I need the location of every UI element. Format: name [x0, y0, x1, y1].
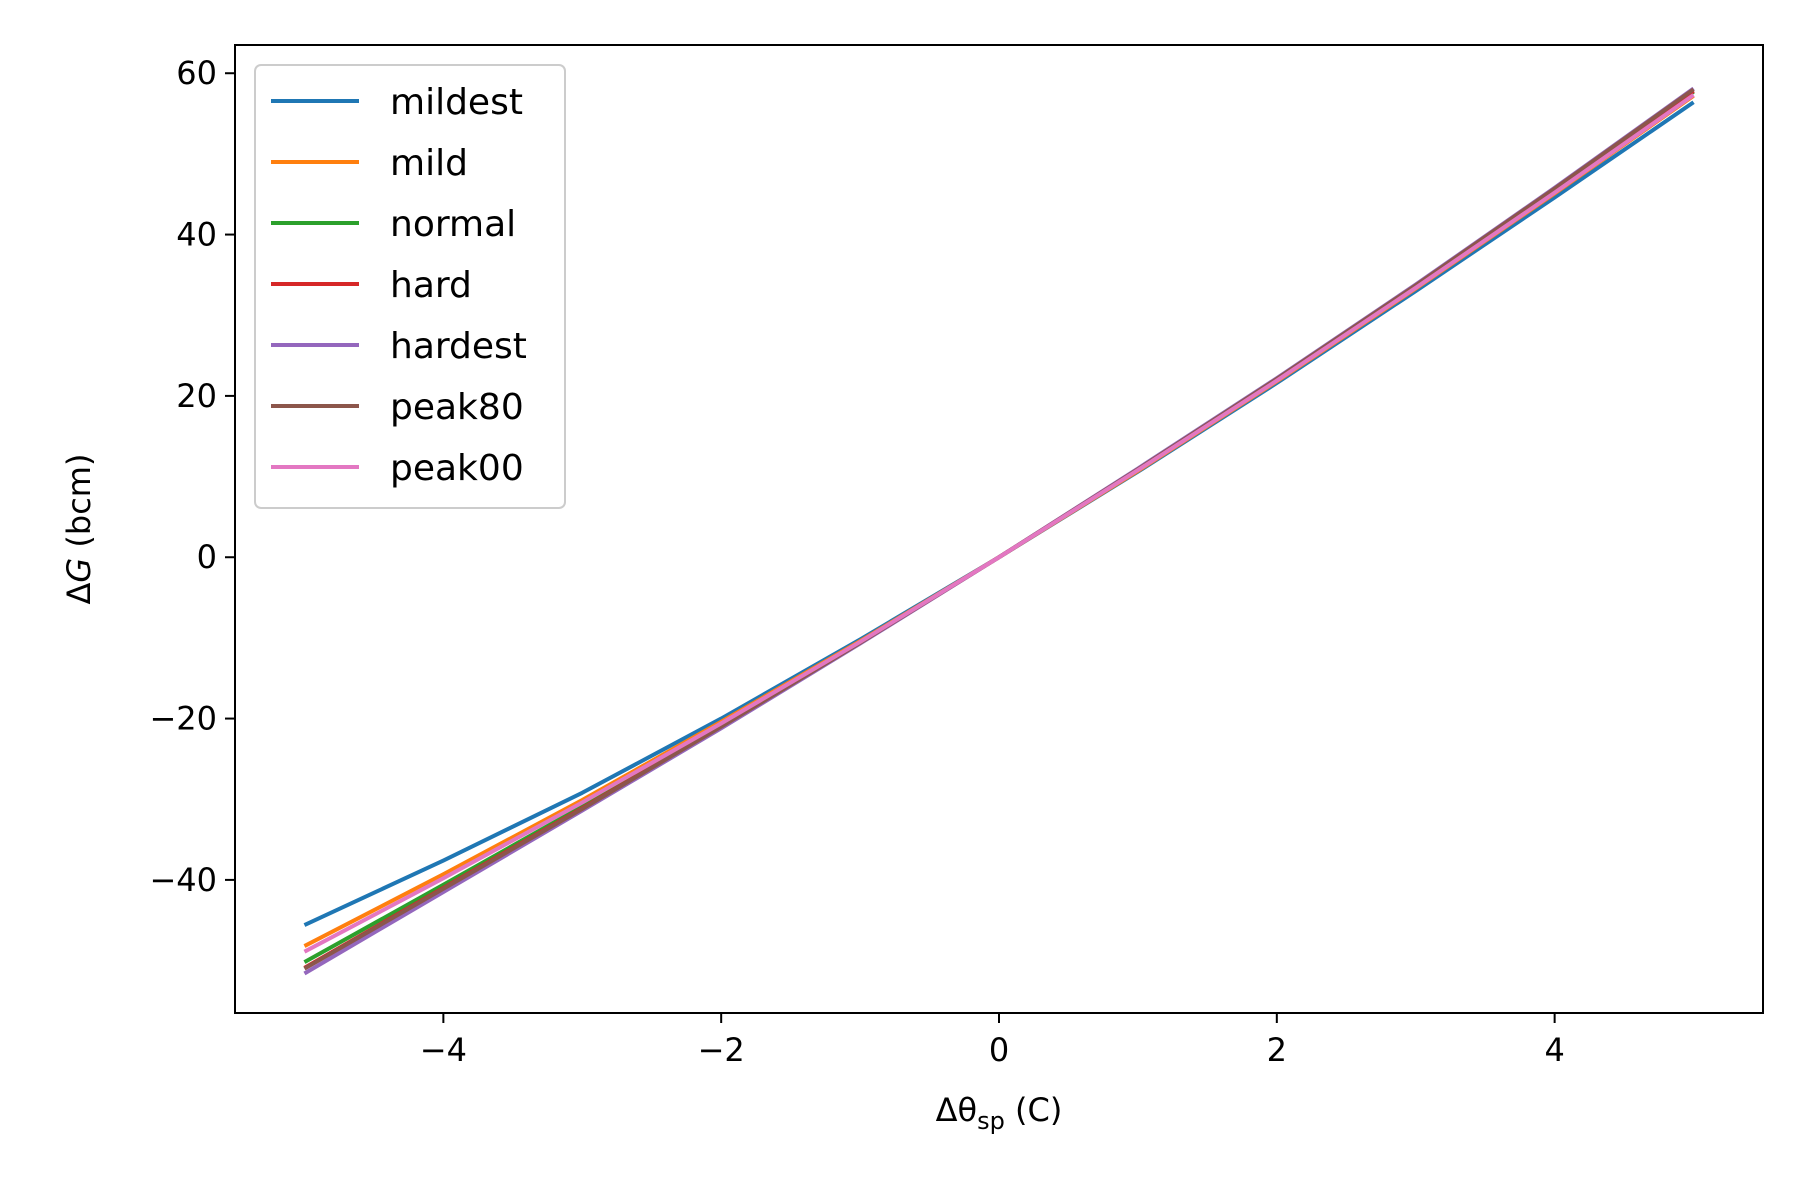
y-tick-label: −20 — [149, 700, 217, 738]
legend-item-peak80: peak80 — [271, 387, 524, 428]
x-axis-label: Δθsp (C) — [936, 1091, 1063, 1135]
x-tick-label: 2 — [1267, 1031, 1287, 1069]
series-line-peak00 — [303, 93, 1695, 954]
y-tick-label: 0 — [197, 538, 217, 576]
legend-item-mild: mild — [271, 143, 468, 184]
y-axis-label: ΔG (bcm) — [60, 454, 98, 605]
legend-item-hardest: hardest — [271, 326, 527, 367]
legend-label: mild — [390, 143, 468, 184]
legend-item-normal: normal — [271, 204, 516, 245]
legend-item-mildest: mildest — [271, 82, 523, 123]
legend: mildest mild normal hard hardest peak80 peak00 — [254, 64, 566, 509]
legend-label: normal — [390, 204, 516, 245]
legend-box — [254, 64, 566, 509]
plot-frame — [234, 44, 1764, 1014]
y-tick-label: 20 — [176, 377, 217, 415]
y-tick-label: 40 — [176, 216, 217, 254]
legend-label: peak80 — [390, 387, 524, 428]
y-tick-label: 60 — [176, 54, 217, 92]
legend-item-peak00: peak00 — [271, 448, 524, 489]
x-tick-label: −4 — [420, 1031, 467, 1069]
x-tick-label: 4 — [1544, 1031, 1564, 1069]
y-tick-label: −40 — [149, 861, 217, 899]
legend-item-hard: hard — [271, 265, 472, 306]
x-tick-label: −2 — [698, 1031, 745, 1069]
legend-label: hard — [390, 265, 472, 306]
x-tick-label: 0 — [989, 1031, 1009, 1069]
legend-label: mildest — [390, 82, 523, 123]
legend-label: peak00 — [390, 448, 524, 489]
legend-label: hardest — [390, 326, 527, 367]
